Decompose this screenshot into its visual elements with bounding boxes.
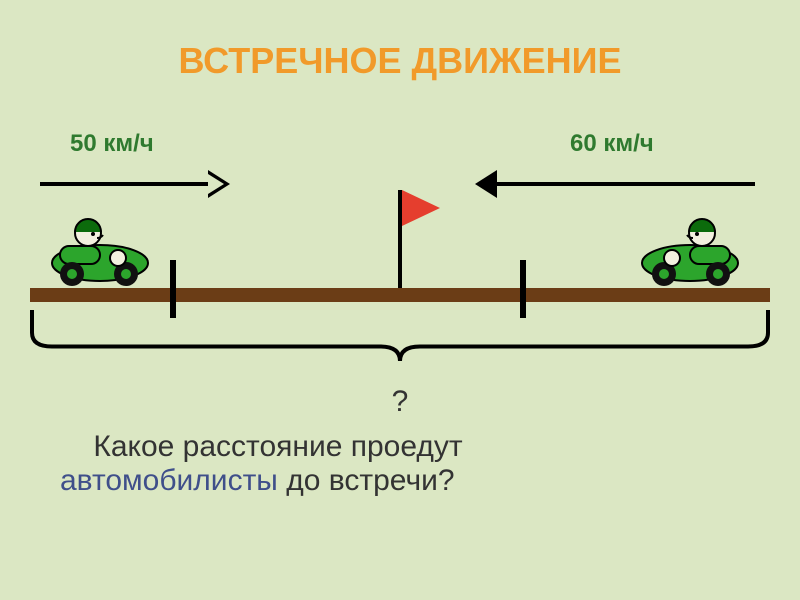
left-car-icon xyxy=(40,208,150,288)
distance-brace xyxy=(30,308,770,368)
left-speed-label: 50 км/ч xyxy=(70,130,154,158)
unknown-distance-mark: ? xyxy=(0,385,800,419)
question-line2-rest: до встречи? xyxy=(278,464,455,497)
diagram-title: ВСТРЕЧНОЕ ДВИЖЕНИЕ xyxy=(0,40,800,82)
meeting-flag xyxy=(402,190,440,226)
question-line1: Какое расстояние проедут xyxy=(93,430,462,463)
right-arrow xyxy=(475,170,755,198)
question-accent-word: автомобилисты xyxy=(60,464,278,497)
track-line xyxy=(30,288,770,302)
right-speed-label: 60 км/ч xyxy=(570,130,654,158)
left-arrow xyxy=(40,170,230,198)
question-text: Какое расстояние проедут автомобилисты д… xyxy=(60,430,740,498)
right-car-icon xyxy=(640,208,750,288)
diagram-stage: ВСТРЕЧНОЕ ДВИЖЕНИЕ 50 км/ч 60 км/ч xyxy=(0,0,800,600)
